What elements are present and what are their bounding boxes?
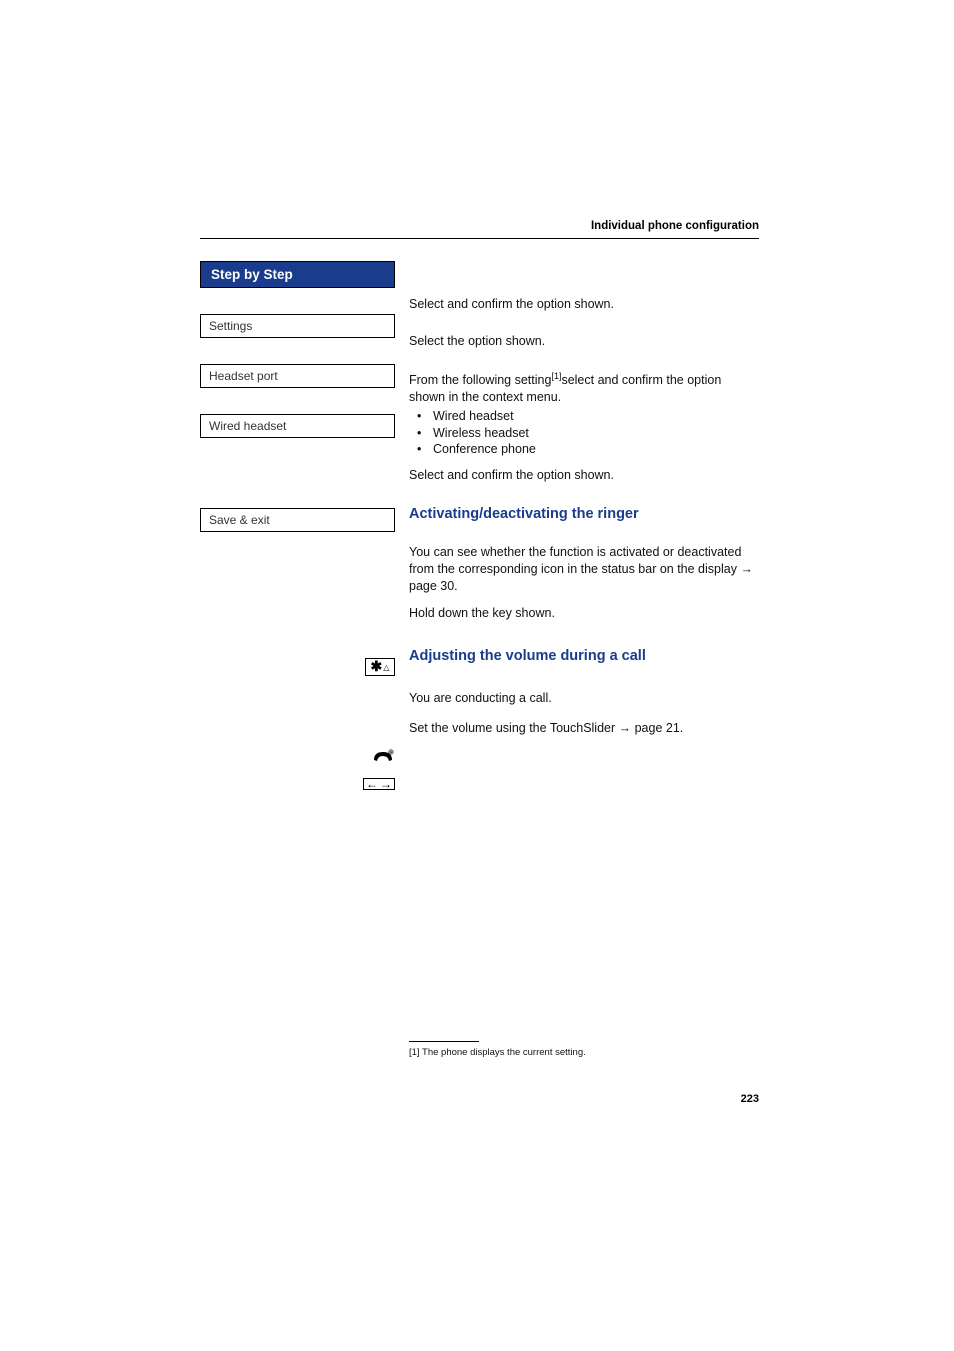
slider-page-ref: page 21. [631,721,683,735]
wired-headset-desc-pre: From the following setting [409,373,551,387]
slider-desc-pre: Set the volume using the TouchSlider [409,721,619,735]
ringer-desc-text: You can see whether the function is acti… [409,545,741,576]
menu-item-settings[interactable]: Settings [200,314,395,338]
footnote-marker: [1] [409,1047,420,1058]
slider-arrow-left-icon: ← [366,778,378,790]
ring-glyph: △ [383,663,389,672]
hold-key-description: Hold down the key shown. [409,605,759,622]
arrow-icon: → [619,721,632,735]
spacer [409,261,759,296]
settings-description: Select and confirm the option shown. [409,296,759,313]
page-number: 223 [409,1093,759,1105]
content-grid: Step by Step Settings Headset port Wired… [200,261,759,1105]
headset-port-description: Select the option shown. [409,333,759,350]
list-item: Wired headset [417,408,759,425]
footnote-text: [1] The phone displays the current setti… [409,1047,759,1058]
touchslider-icon: ← → [363,778,395,790]
wired-headset-description: From the following setting[1]select and … [409,370,759,406]
asterisk-key-icon: ✱ △ [365,658,395,676]
footnote-rule [409,1041,479,1042]
slider-description: Set the volume using the TouchSlider → p… [409,720,759,737]
page-header-section: Individual phone configuration [200,220,759,238]
menu-item-save-exit[interactable]: Save & exit [200,508,395,532]
footnote-body: The phone displays the current setting. [422,1047,586,1058]
left-column: Step by Step Settings Headset port Wired… [200,261,395,1105]
right-column: Select and confirm the option shown. Sel… [409,261,759,1105]
header-rule [200,238,759,239]
save-exit-description: Select and confirm the option shown. [409,467,759,484]
page: Individual phone configuration Step by S… [0,0,954,1145]
arrow-icon: → [740,562,753,576]
list-item: Wireless headset [417,425,759,442]
list-item: Conference phone [417,441,759,458]
ringer-description: You can see whether the function is acti… [409,544,759,595]
asterisk-glyph: ✱ [371,661,383,672]
footnote-section: [1] The phone displays the current setti… [409,1041,759,1058]
ringer-heading: Activating/deactivating the ringer [409,506,759,522]
menu-item-wired-headset[interactable]: Wired headset [200,414,395,438]
handset-icon [371,748,395,764]
step-by-step-header: Step by Step [200,261,395,288]
volume-heading: Adjusting the volume during a call [409,648,759,664]
headset-options-list: Wired headset Wireless headset Conferenc… [409,408,759,459]
slider-arrow-right-icon: → [380,778,392,790]
ringer-page-ref: page 30. [409,579,458,593]
menu-item-headset-port[interactable]: Headset port [200,364,395,388]
call-description: You are conducting a call. [409,690,759,707]
footnote-ref: [1] [551,371,561,381]
